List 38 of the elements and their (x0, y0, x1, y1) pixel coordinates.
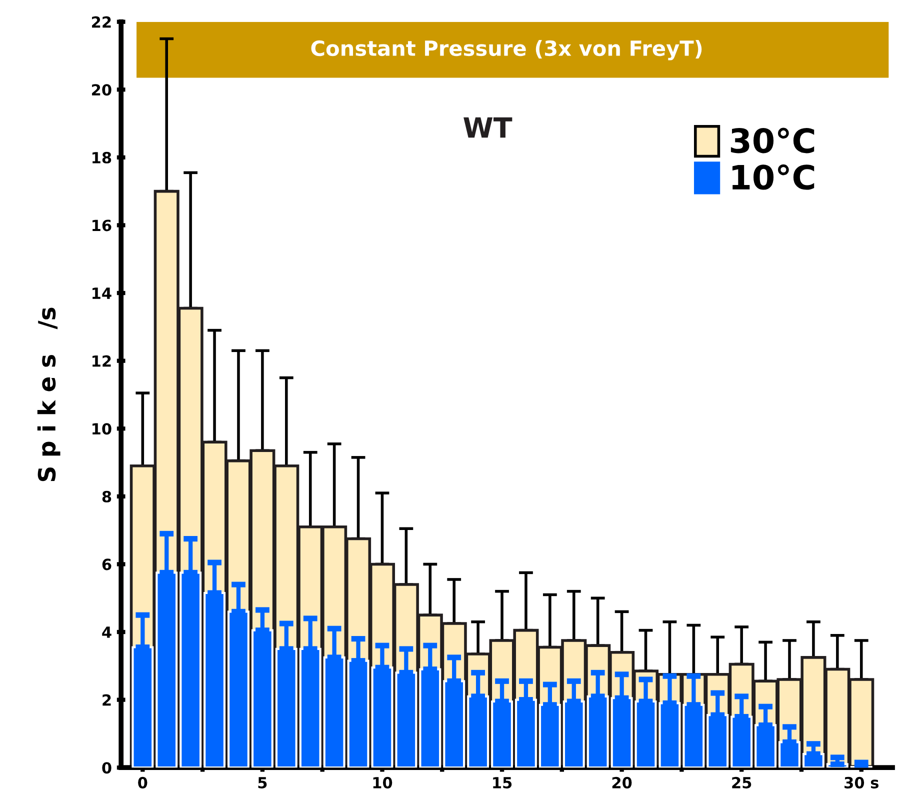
bar (299, 648, 322, 768)
x-tick-label: 15 (493, 777, 512, 788)
bar (514, 698, 537, 768)
x-tick-label: 0 (138, 776, 148, 788)
bar (419, 668, 442, 768)
x-tick-label: 25 (732, 776, 752, 788)
x-tick-label: 10 (373, 776, 392, 788)
y-tick-label: 0 (102, 762, 112, 774)
x-tick-label: 30 s (844, 776, 878, 788)
y-tick-label: 14 (92, 288, 112, 299)
y-axis-title: S p i k e s /s (37, 308, 60, 482)
y-tick-label: 8 (102, 490, 112, 502)
text: Constant Pressure (3x von FreyT) (311, 40, 702, 60)
bar (538, 704, 561, 768)
bar (204, 592, 226, 768)
bar (275, 648, 298, 768)
y-tick-label: 6 (102, 558, 112, 570)
y-tick-label: 22 (92, 16, 111, 28)
legend-label: 10°C (732, 164, 814, 190)
annotation: WT (464, 117, 512, 138)
y-tick-label: 10 (92, 423, 112, 435)
legend-label: 30°C (730, 128, 814, 154)
y-tick-label: 12 (92, 355, 111, 367)
x-tick-label: 20 (612, 776, 632, 788)
y-tick-label: 4 (102, 626, 112, 638)
bar (467, 695, 490, 768)
bar (634, 700, 657, 768)
bar (323, 656, 346, 768)
y-tick-label: 20 (92, 84, 112, 96)
y-tick-label: 18 (92, 152, 112, 164)
bar (682, 704, 705, 768)
bar (586, 695, 609, 768)
y-tick-label: 16 (92, 220, 112, 232)
bar (251, 629, 274, 768)
bar (562, 700, 585, 768)
x-tick-label: 5 (258, 777, 267, 788)
y-tick-label: 2 (102, 694, 111, 706)
bar (491, 700, 513, 768)
